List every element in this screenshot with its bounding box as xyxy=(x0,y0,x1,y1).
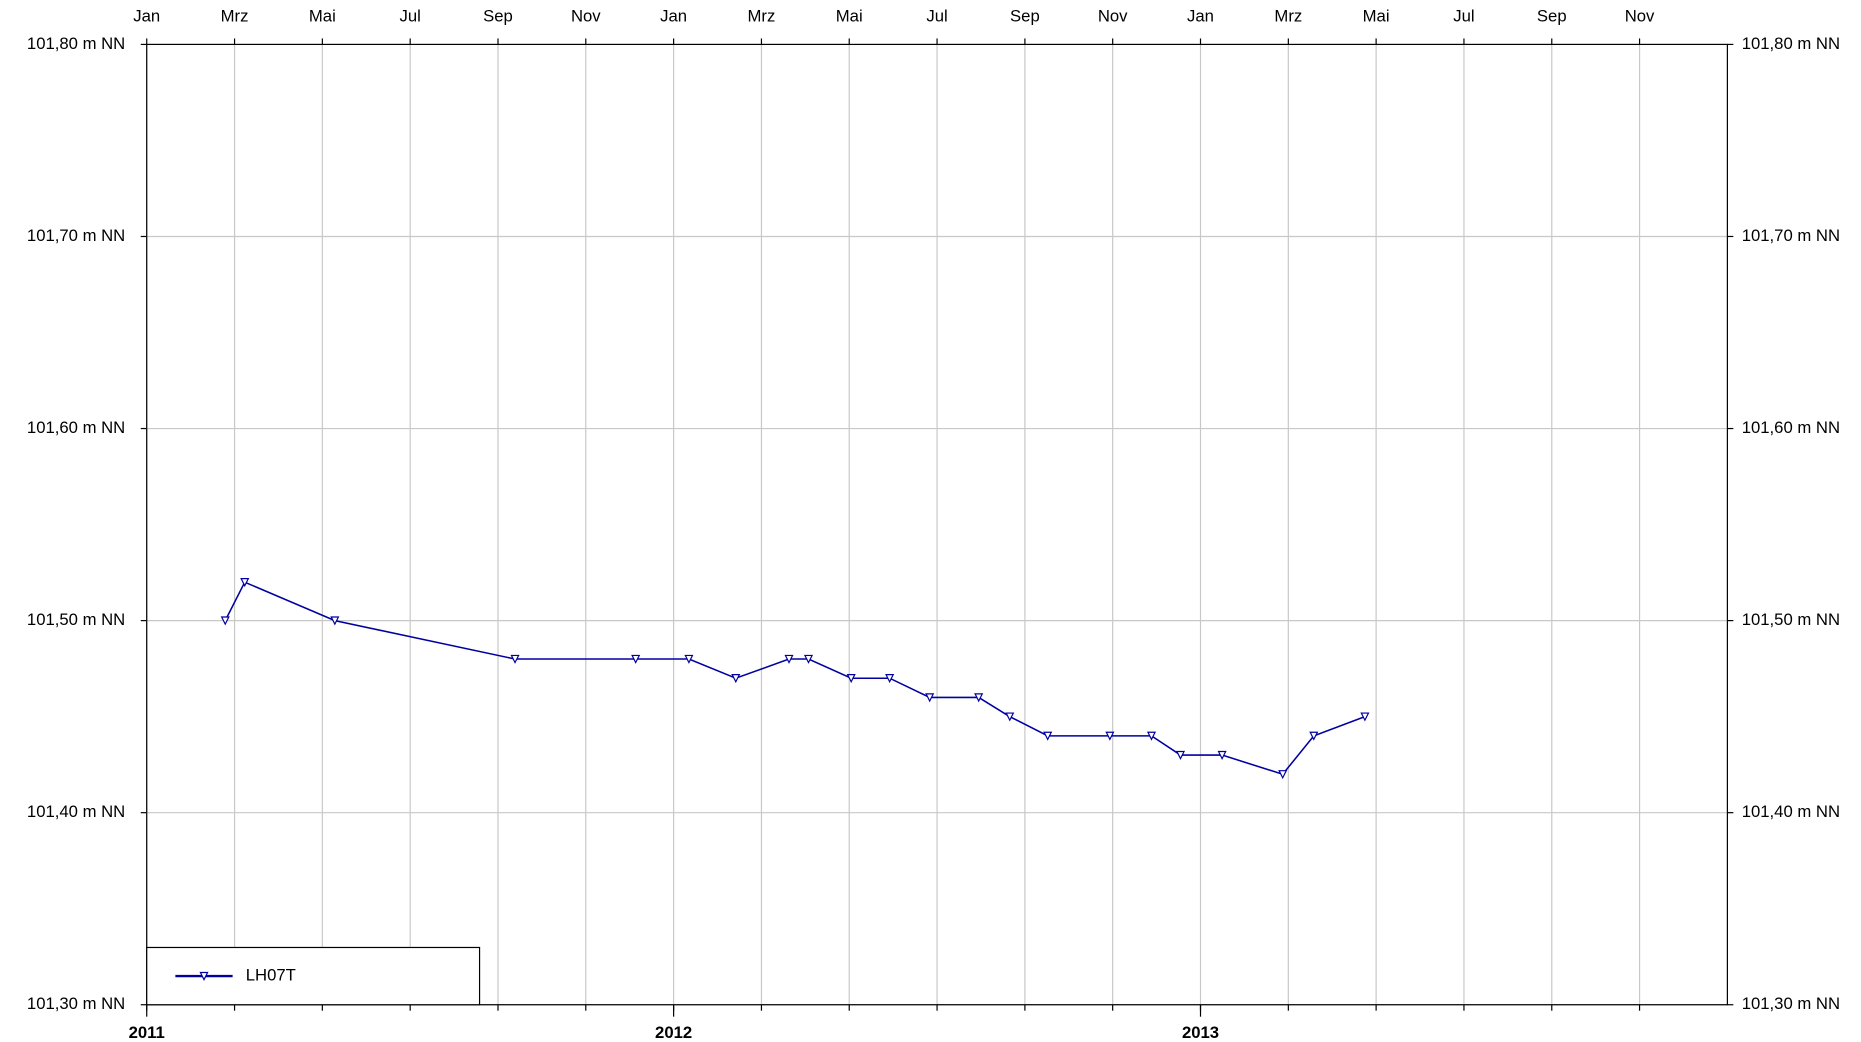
data-point xyxy=(974,693,984,703)
month-label: Mrz xyxy=(748,6,776,25)
data-point xyxy=(1217,750,1227,760)
data-point xyxy=(1278,770,1288,780)
month-label: Jan xyxy=(660,6,687,25)
data-point xyxy=(1146,731,1157,741)
data-point xyxy=(684,654,694,664)
data-point xyxy=(1105,731,1115,741)
data-point xyxy=(1043,731,1053,741)
y2-tick-label: 101,50 m NN xyxy=(1742,610,1840,629)
y-tick-label: 101,80 m NN xyxy=(27,34,125,53)
month-label: Mrz xyxy=(221,6,249,25)
data-point xyxy=(885,674,895,684)
data-point xyxy=(803,654,814,664)
y-tick-label: 101,30 m NN xyxy=(27,994,125,1013)
y2-tick-label: 101,40 m NN xyxy=(1742,802,1840,821)
month-label: Nov xyxy=(1098,6,1128,25)
data-point xyxy=(330,616,340,626)
data-point xyxy=(846,674,856,684)
y-tick-label: 101,50 m NN xyxy=(27,610,125,629)
y2-tick-label: 101,80 m NN xyxy=(1742,34,1840,53)
month-label: Mai xyxy=(1363,6,1390,25)
month-label: Mai xyxy=(309,6,336,25)
data-point xyxy=(220,616,230,626)
month-label: Sep xyxy=(1010,6,1040,25)
month-label: Jul xyxy=(926,6,947,25)
y2-tick-label: 101,30 m NN xyxy=(1742,994,1840,1013)
year-label: 2013 xyxy=(1182,1023,1219,1042)
month-label: Mrz xyxy=(1274,6,1302,25)
y2-tick-label: 101,60 m NN xyxy=(1742,418,1840,437)
month-label: Nov xyxy=(1625,6,1655,25)
month-label: Nov xyxy=(571,6,601,25)
data-point xyxy=(1309,731,1319,741)
y2-tick-label: 101,70 m NN xyxy=(1742,226,1840,245)
year-label: 2011 xyxy=(129,1023,165,1042)
data-point xyxy=(240,578,250,588)
legend-marker xyxy=(199,971,209,982)
month-label: Jan xyxy=(133,6,160,25)
data-point xyxy=(631,654,641,664)
month-label: Sep xyxy=(483,6,513,25)
data-point xyxy=(1360,712,1370,722)
month-label: Jan xyxy=(1187,6,1214,25)
legend-label: LH07T xyxy=(246,966,296,985)
data-point xyxy=(925,693,935,703)
data-point xyxy=(1175,750,1186,760)
data-point xyxy=(784,654,794,664)
year-label: 2012 xyxy=(655,1023,692,1042)
y-tick-label: 101,60 m NN xyxy=(27,418,125,437)
plot-frame xyxy=(146,43,1728,1006)
month-label: Jul xyxy=(400,6,421,25)
data-point xyxy=(510,654,520,664)
data-point xyxy=(731,674,741,684)
data-line xyxy=(224,581,1366,776)
y-tick-label: 101,40 m NN xyxy=(27,802,125,821)
month-label: Sep xyxy=(1537,6,1567,25)
month-label: Mai xyxy=(836,6,863,25)
month-label: Jul xyxy=(1453,6,1474,25)
y-tick-label: 101,70 m NN xyxy=(27,226,125,245)
data-point xyxy=(1005,712,1015,722)
